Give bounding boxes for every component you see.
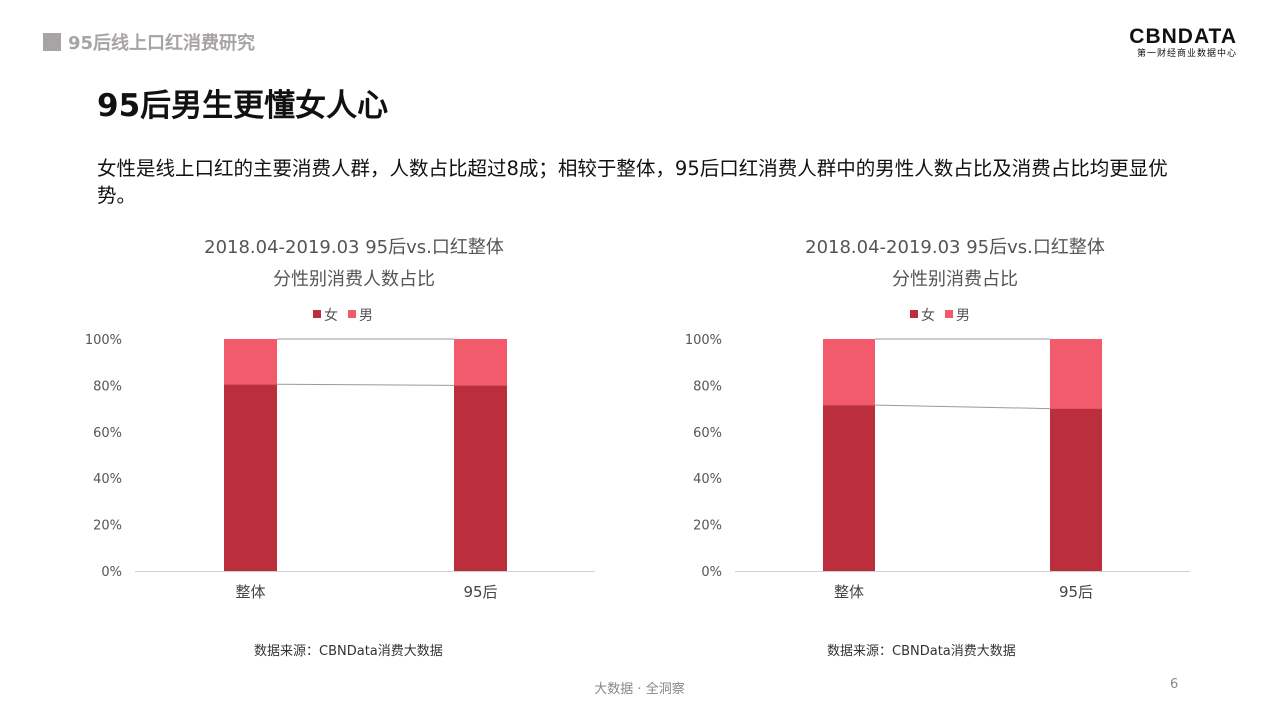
source-note-right: 数据来源：CBNData消费大数据	[827, 644, 1016, 659]
y-tick-label: 40%	[93, 472, 122, 487]
bar-overall-male	[224, 339, 277, 385]
source-note-left: 数据来源：CBNData消费大数据	[254, 644, 443, 659]
logo-wordmark: CBNDATA	[1129, 25, 1237, 48]
page-title: 95后男生更懂女人心	[97, 88, 389, 124]
y-tick-label: 100%	[85, 333, 122, 348]
x-category-label: 整体	[834, 583, 864, 601]
legend-label-female: 女	[921, 307, 935, 324]
legend-swatch-female	[910, 310, 918, 318]
logo-tagline: 第一财经商业数据中心	[1136, 49, 1237, 59]
chart-title: 2018.04-2019.03 95后vs.口红整体	[805, 237, 1105, 258]
y-tick-label: 0%	[101, 565, 122, 580]
lead-paragraph: 女性是线上口红的主要消费人群，人数占比超过8成；相较于整体，95后口红消费人群中…	[97, 157, 1168, 207]
footer-slogan: 大数据 · 全洞察	[594, 682, 685, 697]
legend-swatch-male	[348, 310, 356, 318]
y-tick-label: 60%	[693, 426, 722, 441]
x-category-label: 95后	[1059, 583, 1093, 601]
chart-subtitle: 分性别消费占比	[892, 269, 1018, 290]
chart-title: 2018.04-2019.03 95后vs.口红整体	[204, 237, 504, 258]
y-tick-label: 80%	[93, 379, 122, 394]
section-marker	[43, 33, 61, 51]
page-number: 6	[1170, 677, 1179, 692]
chart-subtitle: 分性别消费人数占比	[273, 269, 435, 290]
bar-overall-male	[823, 339, 875, 406]
cbndata-logo: CBNDATA 第一财经商业数据中心	[1129, 26, 1237, 60]
bar-post95-male	[1050, 339, 1102, 409]
y-tick-label: 20%	[93, 519, 122, 534]
legend-label-male: 男	[956, 308, 970, 324]
x-category-label: 95后	[463, 583, 497, 601]
y-tick-label: 100%	[685, 333, 722, 348]
series-connector-female	[874, 404, 1051, 410]
y-tick-label: 40%	[693, 472, 722, 487]
bar-post95-female	[1050, 408, 1102, 571]
section-label: 95后线上口红消费研究	[68, 33, 256, 54]
series-connector-female	[276, 383, 455, 386]
y-tick-label: 20%	[693, 519, 722, 534]
y-tick-label: 60%	[93, 426, 122, 441]
legend-swatch-female	[313, 310, 321, 318]
bar-overall-female	[823, 405, 875, 571]
y-tick-label: 80%	[693, 379, 722, 394]
legend-swatch-male	[945, 310, 953, 318]
bar-post95-female	[454, 385, 507, 571]
y-tick-label: 0%	[701, 565, 722, 580]
x-category-label: 整体	[235, 583, 265, 601]
legend-label-male: 男	[359, 308, 373, 324]
bar-post95-male	[454, 339, 507, 386]
legend-label-female: 女	[324, 307, 338, 324]
bar-overall-female	[224, 384, 277, 571]
